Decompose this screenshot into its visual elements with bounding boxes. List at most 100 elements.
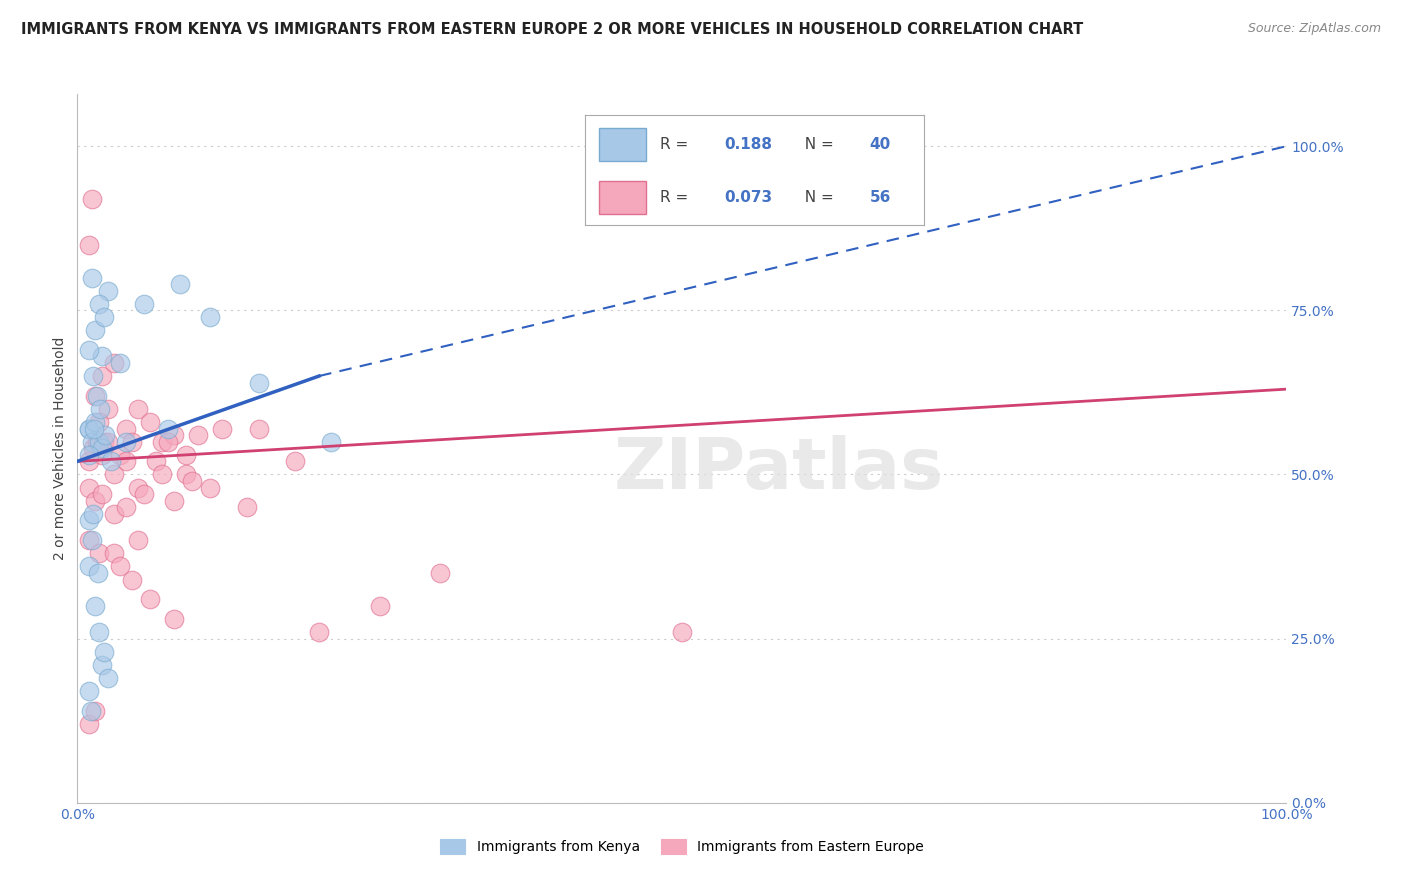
Point [84, 599, 107, 613]
Point [235, 500, 257, 515]
Point [163, 612, 186, 626]
Point [80, 270, 103, 285]
Point [79, 533, 101, 548]
Point [321, 434, 343, 449]
Point [108, 559, 131, 574]
Point [247, 421, 270, 435]
Point [368, 599, 391, 613]
Text: IMMIGRANTS FROM KENYA VS IMMIGRANTS FROM EASTERN EUROPE 2 OR MORE VEHICLES IN HO: IMMIGRANTS FROM KENYA VS IMMIGRANTS FROM… [21, 22, 1084, 37]
Point [163, 493, 186, 508]
Point [145, 454, 167, 468]
Point [79, 421, 101, 435]
Point [127, 401, 149, 416]
Point [100, 454, 122, 468]
Point [96, 401, 118, 416]
Point [103, 546, 125, 560]
Point [87, 434, 110, 449]
Point [80, 533, 103, 548]
Point [103, 507, 125, 521]
Point [150, 434, 173, 449]
Point [174, 448, 197, 462]
Point [82, 507, 104, 521]
Point [90, 349, 112, 363]
Point [174, 467, 197, 482]
Point [114, 454, 136, 468]
Point [79, 448, 101, 462]
Point [82, 369, 104, 384]
Point [211, 421, 233, 435]
Point [89, 401, 111, 416]
Point [157, 434, 180, 449]
Point [79, 237, 101, 252]
Point [284, 454, 307, 468]
Point [114, 421, 136, 435]
Point [108, 448, 131, 462]
Point [79, 704, 101, 718]
Point [87, 415, 110, 429]
Point [103, 467, 125, 482]
Point [79, 717, 101, 731]
Point [139, 592, 162, 607]
Point [139, 415, 162, 429]
Point [93, 645, 115, 659]
Point [429, 566, 451, 580]
Point [200, 310, 222, 324]
Point [87, 297, 110, 311]
Point [83, 421, 105, 435]
Point [84, 323, 107, 337]
Point [114, 500, 136, 515]
Text: ZIPatlas: ZIPatlas [613, 435, 943, 504]
Point [93, 310, 115, 324]
Point [80, 434, 103, 449]
Point [181, 474, 204, 488]
Point [127, 481, 149, 495]
Point [90, 448, 112, 462]
Point [308, 625, 330, 640]
Point [84, 415, 107, 429]
Point [84, 493, 107, 508]
Point [127, 533, 149, 548]
Point [96, 671, 118, 685]
Point [79, 454, 101, 468]
Point [157, 421, 180, 435]
Point [87, 546, 110, 560]
Point [671, 625, 693, 640]
Point [114, 434, 136, 449]
Point [132, 487, 155, 501]
Y-axis label: 2 or more Vehicles in Household: 2 or more Vehicles in Household [53, 336, 67, 560]
Point [169, 277, 191, 291]
Point [121, 434, 143, 449]
Point [103, 356, 125, 370]
Point [247, 376, 270, 390]
Point [86, 389, 108, 403]
Point [84, 704, 107, 718]
Point [79, 513, 101, 527]
Point [79, 343, 101, 357]
Point [79, 559, 101, 574]
Point [87, 566, 110, 580]
Point [84, 389, 107, 403]
Point [82, 441, 104, 455]
Text: Source: ZipAtlas.com: Source: ZipAtlas.com [1247, 22, 1381, 36]
Point [121, 573, 143, 587]
Point [94, 428, 117, 442]
Point [87, 625, 110, 640]
Point [90, 441, 112, 455]
Point [79, 481, 101, 495]
Point [96, 434, 118, 449]
Point [90, 657, 112, 672]
Point [90, 487, 112, 501]
Point [108, 356, 131, 370]
Point [86, 434, 108, 449]
Point [93, 434, 115, 449]
Point [187, 428, 209, 442]
Point [150, 467, 173, 482]
Point [163, 428, 186, 442]
Point [96, 284, 118, 298]
Point [90, 369, 112, 384]
Point [80, 192, 103, 206]
Point [79, 684, 101, 698]
Legend: Immigrants from Kenya, Immigrants from Eastern Europe: Immigrants from Kenya, Immigrants from E… [434, 834, 929, 860]
Point [79, 421, 101, 435]
Point [132, 297, 155, 311]
